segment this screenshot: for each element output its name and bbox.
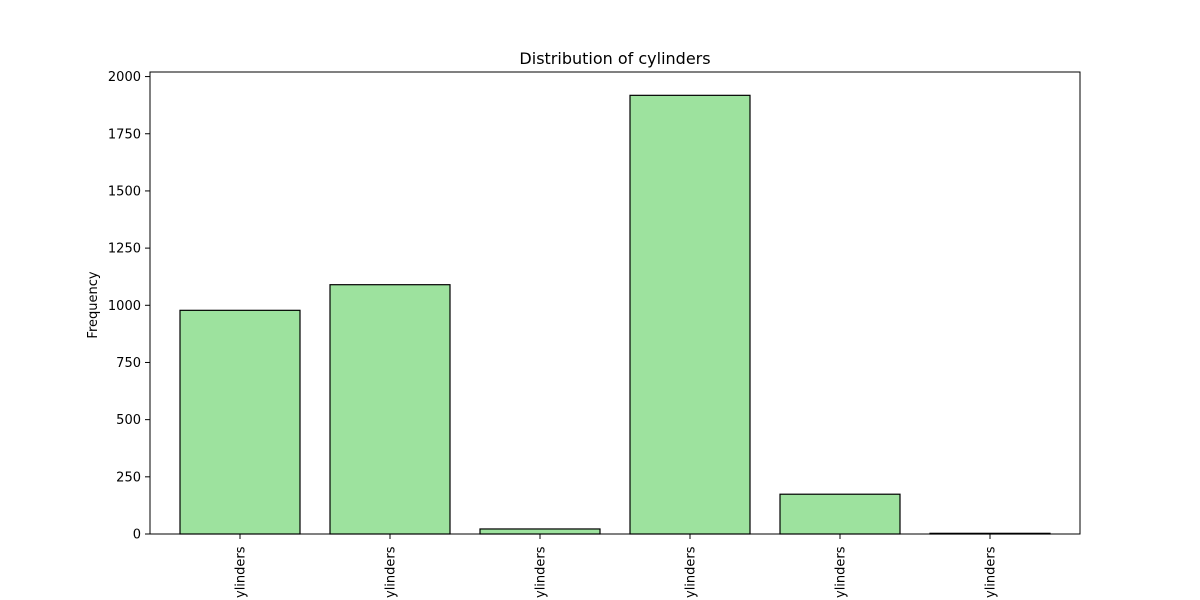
- y-tick-label: 250: [116, 470, 141, 485]
- plot-frame: [149, 71, 1081, 535]
- bar: [179, 309, 301, 535]
- y-tick-label: 1000: [108, 299, 141, 314]
- x-tick-label: ylinders: [234, 546, 249, 598]
- y-tick-label: 750: [116, 356, 141, 371]
- x-tick-label: ylinders: [834, 546, 849, 598]
- y-axis-label: Frequency: [86, 271, 101, 338]
- y-tick-label: 2000: [108, 70, 141, 85]
- bars-group: [179, 94, 1051, 535]
- y-tick-label: 0: [133, 528, 141, 543]
- chart-title: Distribution of cylinders: [519, 49, 710, 68]
- y-tick-label: 500: [116, 413, 141, 428]
- y-tick-label: 1500: [108, 184, 141, 199]
- y-tick-label: 1750: [108, 127, 141, 142]
- x-tick-label: ylinders: [684, 546, 699, 598]
- x-tick-label: ylinders: [534, 546, 549, 598]
- x-axis-ticks: ylinders ylinders ylinders ylinders ylinders…: [234, 534, 999, 598]
- bar: [329, 284, 451, 535]
- y-tick-label: 1250: [108, 242, 141, 257]
- bar: [629, 94, 751, 535]
- x-tick-label: ylinders: [384, 546, 399, 598]
- bar: [779, 493, 901, 535]
- y-axis-ticks: 0 250 500 750 1000 1250 1500 1750 2000: [108, 70, 150, 543]
- bar: [479, 528, 601, 535]
- x-tick-label: ylinders: [984, 546, 999, 598]
